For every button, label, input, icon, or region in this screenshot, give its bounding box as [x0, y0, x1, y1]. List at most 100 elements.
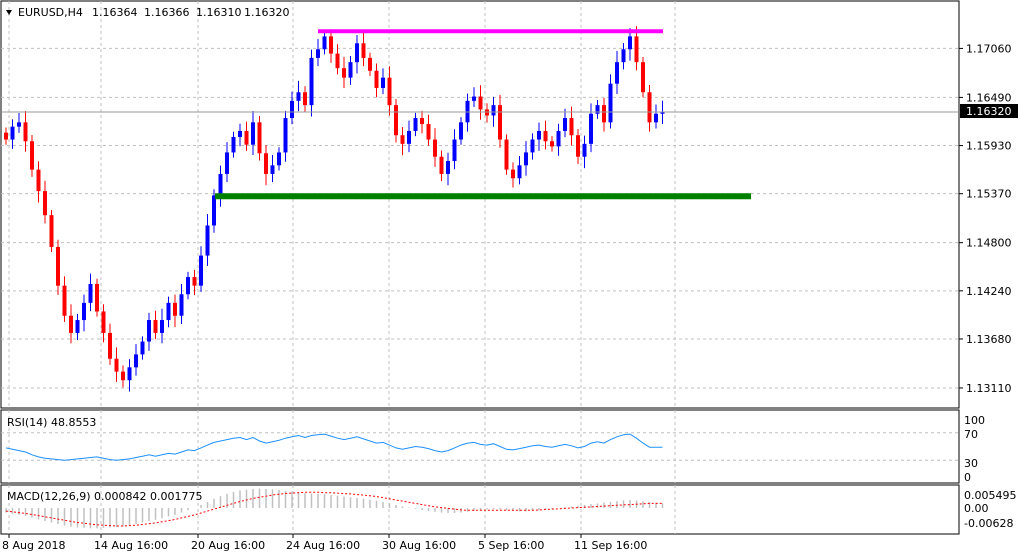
macd-series [5, 488, 664, 529]
candle-body [335, 53, 340, 69]
time-tick-label: 20 Aug 16:00 [191, 539, 265, 552]
price-tick-label: 1.17060 [966, 42, 1012, 55]
bull-candle [75, 313, 80, 341]
bear-candle [95, 278, 99, 317]
rsi-level-0: 0 [964, 471, 971, 484]
main-pane-frame [0, 0, 960, 409]
candle-body [108, 332, 112, 359]
candle-body [322, 36, 327, 50]
bull-candle [582, 135, 587, 169]
candle-body [309, 57, 314, 106]
candle-body [140, 341, 145, 355]
bear-candle [641, 57, 645, 98]
bear-candle [361, 32, 366, 67]
bull-candle [348, 55, 353, 85]
bull-candle [290, 91, 294, 125]
bull-candle [413, 112, 418, 137]
bear-candle [56, 239, 60, 295]
bear-candle [504, 134, 509, 175]
dropdown-triangle-icon[interactable] [6, 10, 12, 15]
bull-candle [270, 155, 275, 183]
candle-body [407, 130, 411, 144]
candle-body [602, 105, 606, 123]
candle-body [88, 283, 93, 303]
candle-body [277, 152, 281, 166]
bull-candle [147, 312, 151, 351]
candle-body [75, 320, 80, 333]
candle-body [647, 92, 652, 123]
time-tick-label: 24 Aug 16:00 [286, 539, 360, 552]
bear-candle [244, 121, 249, 151]
bear-candle [576, 129, 580, 164]
level-lines[interactable] [215, 29, 751, 200]
bull-candle [459, 117, 463, 145]
price-tick-label: 1.16490 [966, 91, 1012, 104]
bull-candle [316, 38, 320, 67]
candle-body [231, 136, 236, 153]
candle-body [329, 36, 333, 54]
candle-body [69, 315, 73, 333]
bull-candle [179, 283, 184, 324]
candle-body [316, 49, 320, 58]
bear-candle [43, 180, 47, 224]
bear-candle [550, 136, 554, 152]
bull-candle [296, 80, 301, 112]
candle-body [30, 141, 34, 170]
candles [1, 26, 959, 392]
price-tick-label: 1.15930 [966, 140, 1012, 153]
bear-candle [173, 294, 177, 328]
bull-candle [452, 129, 457, 170]
candle-body [628, 36, 632, 50]
candle-body [166, 302, 171, 321]
time-tick-label: 11 Sep 16:00 [574, 539, 647, 552]
bull-candle [355, 35, 359, 74]
candle-body [472, 96, 476, 101]
bear-candle [543, 120, 548, 150]
candle-body [49, 215, 54, 247]
candle-body [296, 92, 301, 101]
bull-candle [524, 141, 528, 176]
bull-candle [472, 87, 476, 108]
bull-candle [251, 110, 255, 156]
candle-body [361, 43, 366, 58]
bull-candle [595, 99, 600, 119]
candle-body [212, 195, 216, 226]
candle-body [595, 105, 600, 114]
bear-candle [569, 106, 574, 146]
bull-candle [10, 119, 15, 149]
bear-candle [387, 66, 392, 116]
candle-body [173, 302, 177, 316]
time-tick-label: 30 Aug 16:00 [382, 539, 456, 552]
macd-level-max: 0.005495 [964, 489, 1017, 502]
rsi-level-30: 30 [964, 457, 978, 470]
bear-candle [335, 44, 340, 75]
bear-candle [420, 110, 424, 134]
macd-label: MACD(12,26,9) 0.000842 0.001775 [7, 490, 203, 503]
bear-candle [192, 269, 197, 295]
candle-body [387, 77, 392, 106]
candle-body [634, 36, 639, 63]
bear-candle [511, 162, 515, 188]
bear-candle [498, 94, 502, 148]
candle-body [101, 311, 106, 333]
candle-body [439, 156, 444, 174]
bear-candle [439, 150, 444, 182]
bull-candle [556, 123, 561, 156]
bull-candle [322, 31, 327, 55]
bull-candle [615, 50, 619, 94]
candle-body [134, 354, 138, 368]
candle-body [283, 118, 288, 153]
bull-candle [608, 74, 613, 129]
grid-lines [1, 1, 959, 534]
candle-body [524, 152, 528, 166]
candle-body [303, 92, 307, 106]
bull-candle [283, 110, 288, 162]
high-value: 1.16366 [144, 6, 190, 19]
bear-candle [374, 63, 379, 98]
bull-candle [654, 104, 658, 129]
price-tick-label: 1.15370 [966, 188, 1012, 201]
bear-candle [602, 97, 606, 132]
candle-body [589, 113, 593, 144]
